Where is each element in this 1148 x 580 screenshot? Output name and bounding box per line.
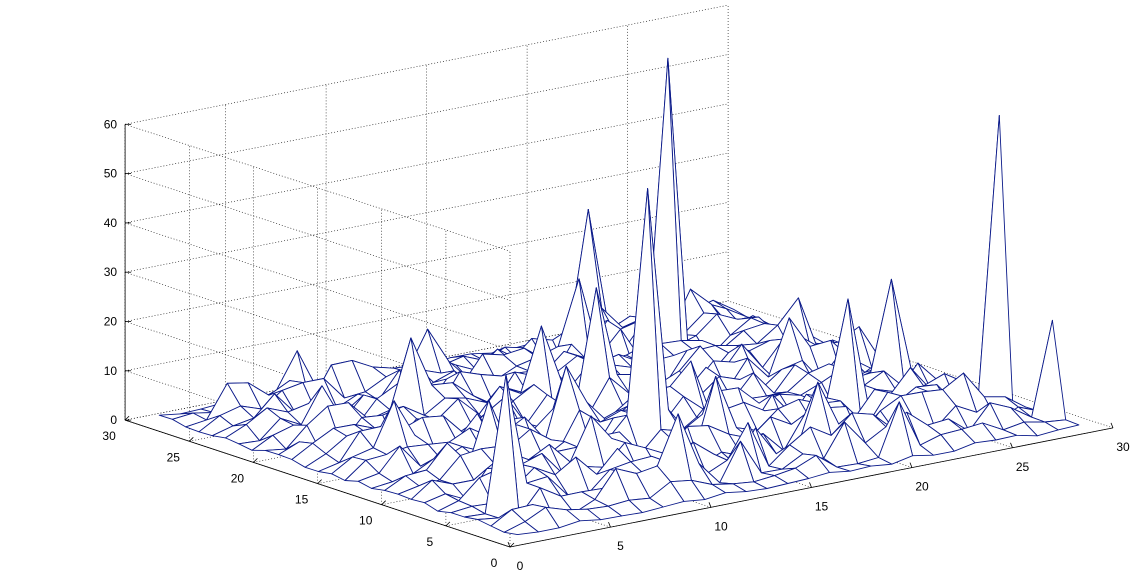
x-tick-mark: [507, 541, 511, 548]
grid-line-z: [125, 124, 511, 252]
y-tick-label: 20: [231, 471, 245, 485]
y-tick-mark: [509, 542, 515, 548]
x-tick-label: 25: [1016, 460, 1030, 474]
x-tick-mark: [809, 482, 812, 488]
z-tick-label: 10: [104, 364, 118, 378]
z-tick-label: 30: [104, 265, 118, 279]
axis-lines: [124, 123, 1114, 548]
x-tick-mark: [608, 521, 611, 528]
surface-face: [978, 114, 1014, 408]
z-tick-label: 60: [104, 117, 118, 131]
z-tick-label: 50: [104, 167, 118, 181]
y-tick-label: 30: [102, 429, 116, 443]
x-tick-mark: [1110, 422, 1114, 429]
surface-face: [503, 521, 539, 536]
y-tick-mark: [253, 458, 258, 463]
x-tick-label: 10: [714, 519, 728, 533]
z-tick-label: 20: [104, 315, 118, 329]
x-tick-label: 30: [1116, 440, 1130, 454]
x-tick-label: 5: [617, 539, 624, 553]
tick-labels: 0 10 20 30 40 50 60 0 5 10 15 20 25 30 0 5 10 15 20 25 30: [102, 117, 1130, 573]
grid-line-z: [125, 222, 511, 351]
x-tick-label: 20: [915, 480, 929, 494]
surface-mesh: [158, 57, 1080, 536]
grid-line-z: [125, 202, 729, 322]
grid-line-z: [125, 103, 729, 224]
y-tick-label: 5: [427, 535, 434, 549]
y-tick-label: 10: [359, 514, 373, 528]
y-tick-label: 0: [491, 556, 498, 570]
grid-line-z: [125, 4, 729, 125]
x-tick-mark: [909, 462, 913, 468]
surface-face: [1031, 319, 1067, 423]
z-tick-label: 0: [110, 413, 117, 427]
x-tick-mark: [708, 502, 712, 508]
y-tick-mark: [124, 415, 130, 421]
x-tick-label: 0: [517, 559, 524, 573]
y-tick-label: 15: [295, 493, 309, 507]
y-tick-mark: [317, 479, 322, 484]
y-tick-mark: [381, 500, 386, 505]
x-tick-mark: [1010, 442, 1013, 448]
z-tick-label: 40: [104, 216, 118, 230]
y-tick-label: 25: [167, 450, 181, 464]
grid-line-z: [125, 251, 729, 372]
y-tick-mark: [189, 437, 194, 442]
x-tick-label: 15: [815, 499, 829, 513]
y-tick-mark: [445, 521, 451, 527]
